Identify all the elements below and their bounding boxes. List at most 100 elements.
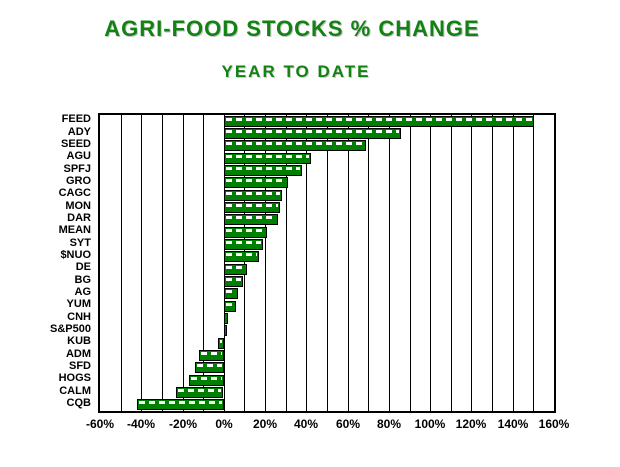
y-tick-label: ADM — [65, 348, 91, 360]
x-tick-label: 20% — [252, 417, 278, 431]
y-tick-label: $NUO — [60, 249, 91, 261]
bar-pattern — [226, 303, 234, 306]
bar-kub — [218, 338, 224, 349]
y-tick-label: AGU — [66, 150, 91, 162]
bar-pattern — [226, 204, 278, 207]
y-axis-labels: FEED ADY SEED AGU SPFJ GRO CAGC MON DAR MEAN SYT $N… — [0, 113, 94, 413]
y-tick-label: AG — [74, 286, 92, 298]
bar-pattern — [226, 130, 399, 133]
gridline — [141, 115, 142, 411]
bar-pattern — [226, 118, 532, 121]
y-tick-label: CQB — [66, 397, 91, 409]
bar-pattern — [226, 290, 236, 293]
bar-sfd — [195, 362, 224, 373]
x-tick-label: 160% — [538, 417, 570, 431]
bar-agu — [224, 153, 311, 164]
y-tick-label: CALM — [59, 385, 91, 397]
bar-syt — [224, 239, 263, 250]
bar-bg — [224, 276, 243, 287]
bar-pattern — [226, 167, 300, 170]
gridline — [492, 115, 493, 411]
x-tick-label: 40% — [293, 417, 319, 431]
x-tick-label: 100% — [414, 417, 446, 431]
y-tick-label: CNH — [67, 311, 91, 323]
y-tick-label: DAR — [67, 212, 91, 224]
gridline — [244, 115, 245, 411]
gridline — [327, 115, 328, 411]
y-tick-label: GRO — [65, 175, 91, 187]
gridline — [533, 115, 534, 411]
bar-mon — [224, 202, 280, 213]
y-tick-label: S&P500 — [50, 323, 91, 335]
x-tick-label: 140% — [497, 417, 529, 431]
gridline — [306, 115, 307, 411]
bar-pattern — [226, 253, 257, 256]
bar-sp500 — [224, 325, 227, 336]
bar-calm — [176, 387, 223, 398]
bar-adm — [199, 350, 224, 361]
y-tick-label: ADY — [67, 126, 91, 138]
bar-pattern — [226, 192, 280, 195]
y-tick-label: SFD — [69, 360, 91, 372]
x-tick-label: -40% — [126, 417, 156, 431]
bar-gro — [224, 177, 288, 188]
y-tick-label: KUB — [67, 335, 91, 347]
bar-feed — [224, 116, 534, 127]
gridline — [389, 115, 390, 411]
bar-dar — [224, 214, 278, 225]
bar-spfj — [224, 165, 302, 176]
bar-pattern — [220, 340, 222, 343]
plot-area — [98, 113, 556, 413]
y-tick-label: BG — [74, 274, 92, 286]
gridline — [162, 115, 163, 411]
x-axis-labels: -60% -40% -20% 0% 20% 40% 60% 80% 100% 120% 140% 16… — [0, 417, 620, 435]
y-tick-label: YUM — [66, 298, 91, 310]
y-tick-label: SEED — [61, 138, 91, 150]
gridline — [183, 115, 184, 411]
gridline — [513, 115, 514, 411]
bar-cnh — [224, 313, 228, 324]
bar-pattern — [226, 142, 364, 145]
bar-ag — [224, 288, 238, 299]
bar-ady — [224, 128, 401, 139]
x-tick-label: 60% — [335, 417, 361, 431]
y-tick-label: HOGS — [58, 372, 91, 384]
x-tick-label: -60% — [85, 417, 115, 431]
bar-pattern — [226, 229, 265, 232]
x-tick-label: 0% — [215, 417, 233, 431]
bar-yum — [224, 301, 236, 312]
y-tick-label: MON — [65, 200, 91, 212]
bar-pattern — [197, 364, 222, 367]
y-tick-label: DE — [75, 261, 91, 273]
gridline — [430, 115, 431, 411]
gridline — [265, 115, 266, 411]
gridline — [410, 115, 411, 411]
gridline — [224, 115, 225, 411]
bar-pattern — [226, 266, 245, 269]
y-tick-label: CAGC — [58, 187, 91, 199]
gridline — [121, 115, 122, 411]
gridline — [451, 115, 452, 411]
y-tick-label: FEED — [61, 113, 91, 125]
y-tick-label: SPFJ — [63, 163, 91, 175]
bar-nuo — [224, 251, 259, 262]
gridline — [286, 115, 287, 411]
chart-title: AGRI-FOOD STOCKS % CHANGE — [104, 16, 480, 41]
bar-hogs — [189, 375, 224, 386]
bar-pattern — [226, 155, 309, 158]
chart-subtitle: YEAR TO DATE — [221, 62, 371, 81]
y-tick-label: SYT — [69, 237, 91, 249]
bar-pattern — [226, 216, 276, 219]
bar-cqb — [137, 399, 224, 410]
bar-pattern — [226, 278, 241, 281]
bar-mean — [224, 227, 267, 238]
bar-pattern — [226, 179, 286, 182]
bar-pattern — [226, 241, 261, 244]
x-tick-label: 120% — [455, 417, 487, 431]
bar-pattern — [201, 352, 222, 355]
gridline — [348, 115, 349, 411]
x-tick-label: -20% — [168, 417, 198, 431]
bar-de — [224, 264, 247, 275]
bar-pattern — [139, 401, 222, 404]
